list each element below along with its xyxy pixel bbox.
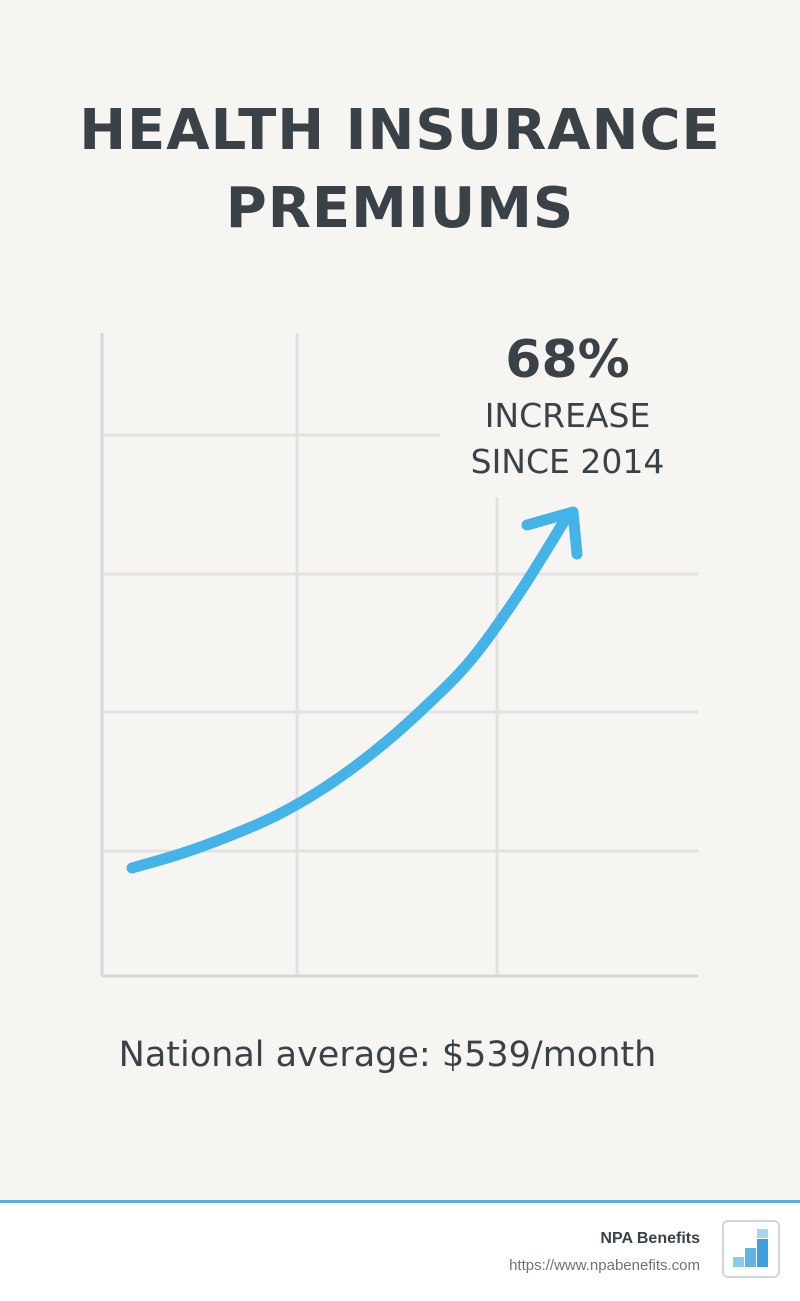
brand-url[interactable]: https://www.npabenefits.com: [509, 1257, 700, 1274]
bar-chart-logo-icon: [722, 1220, 780, 1278]
footer: NPA Benefits https://www.npabenefits.com: [0, 1200, 800, 1301]
premium-trend-chart: [100, 333, 698, 978]
title-line-2: PREMIUMS: [225, 176, 575, 241]
national-average-text: National average: $539/month: [118, 1035, 657, 1075]
increase-label-line-2: SINCE 2014: [470, 442, 665, 481]
page-title: HEALTH INSURANCE PREMIUMS: [0, 92, 800, 248]
brand-name: NPA Benefits: [600, 1230, 700, 1247]
increase-percentage: 68%: [505, 330, 630, 390]
arrow-head-icon: [521, 506, 583, 560]
increase-label-line-1: INCREASE: [484, 396, 651, 435]
increase-label: INCREASE SINCE 2014: [440, 393, 695, 485]
trend-line: [126, 509, 574, 874]
infographic-panel: HEALTH INSURANCE PREMIUMS 68% INCREASE S…: [0, 92, 800, 1075]
title-line-1: HEALTH INSURANCE: [79, 98, 721, 163]
